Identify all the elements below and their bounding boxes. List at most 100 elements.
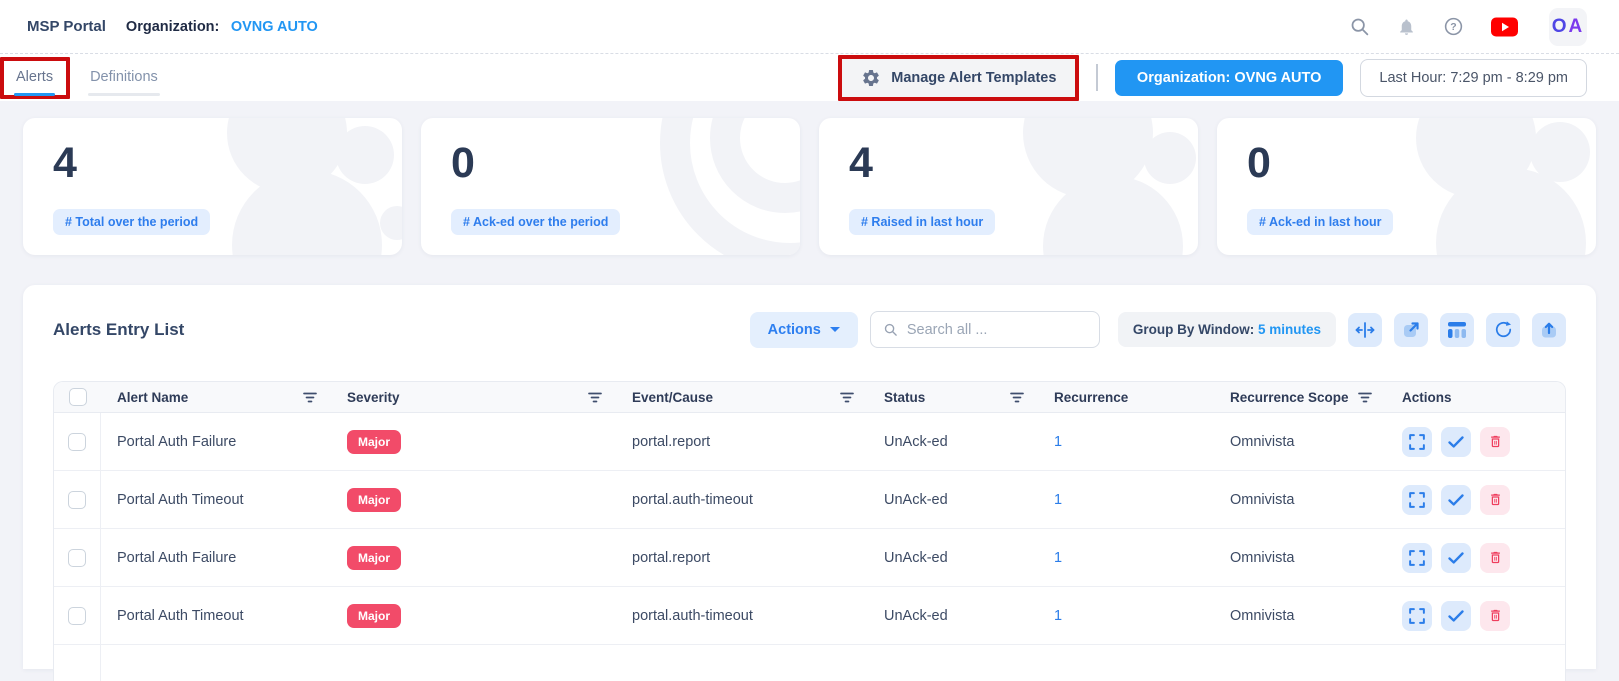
tab-definitions-underline [88, 92, 160, 96]
delete-alert-button[interactable] [1480, 542, 1510, 573]
column-header-status: Status [868, 382, 1038, 412]
tab-bar: Alerts Definitions Manage Alert Template… [0, 53, 1619, 101]
cell-recurrence-scope: Omnivista [1230, 433, 1295, 450]
manage-alert-templates-button[interactable]: Manage Alert Templates [842, 58, 1076, 97]
alerts-entry-list-card: Alerts Entry List Actions Group By Windo… [23, 285, 1596, 681]
cell-recurrence-scope: Omnivista [1230, 607, 1295, 624]
row-checkbox[interactable] [68, 548, 86, 567]
recurrence-link[interactable]: 1 [1054, 433, 1063, 450]
expand-icon [1409, 433, 1425, 450]
table-body: Portal Auth Failure Major portal.report … [54, 413, 1565, 645]
delete-alert-button[interactable] [1480, 426, 1510, 457]
acknowledge-alert-button[interactable] [1441, 542, 1471, 573]
check-icon [1448, 493, 1464, 506]
table-columns-button[interactable] [1440, 312, 1474, 347]
cell-alert-name: Portal Auth Failure [117, 549, 237, 566]
cell-recurrence-scope: Omnivista [1230, 491, 1295, 508]
cell-status: UnAck-ed [884, 433, 948, 450]
help-icon[interactable]: ? [1443, 16, 1464, 37]
acknowledge-alert-button[interactable] [1441, 426, 1471, 457]
stat-label-badge: # Raised in last hour [849, 209, 996, 235]
refresh-icon [1495, 321, 1511, 338]
cell-alert-name: Portal Auth Failure [117, 433, 237, 450]
delete-alert-button[interactable] [1480, 600, 1510, 631]
user-avatar[interactable]: O A [1549, 7, 1587, 46]
resize-columns-button[interactable] [1348, 312, 1382, 347]
cell-actions [1386, 600, 1565, 631]
severity-badge: Major [347, 487, 402, 512]
cell-event-cause: portal.auth-timeout [632, 491, 753, 508]
recurrence-link[interactable]: 1 [1054, 491, 1063, 508]
avatar-letter-a: A [1568, 15, 1585, 37]
expand-alert-button[interactable] [1402, 426, 1432, 457]
time-range-selector[interactable]: Last Hour: 7:29 pm - 8:29 pm [1360, 58, 1587, 97]
acknowledge-alert-button[interactable] [1441, 484, 1471, 515]
cell-alert-name: Portal Auth Timeout [117, 607, 244, 624]
tab-definitions-label: Definitions [90, 68, 158, 85]
open-external-icon [1404, 321, 1419, 337]
severity-badge: Major [347, 603, 402, 628]
table-row: Portal Auth Failure Major portal.report … [54, 413, 1565, 471]
expand-icon [1409, 607, 1425, 624]
decor-circles [1376, 118, 1596, 255]
expand-alert-button[interactable] [1402, 600, 1432, 631]
manage-alert-templates-label: Manage Alert Templates [891, 69, 1057, 86]
organization-button[interactable]: Organization: OVNG AUTO [1114, 59, 1344, 96]
group-by-value: 5 minutes [1257, 322, 1321, 337]
stat-label-badge: # Ack-ed in last hour [1247, 209, 1394, 235]
open-external-button[interactable] [1394, 312, 1428, 347]
filter-icon[interactable] [1010, 392, 1024, 403]
severity-badge: Major [347, 429, 402, 454]
check-icon [1448, 609, 1464, 622]
organization-context: Organization: OVNG AUTO [126, 18, 318, 36]
cell-alert-name: Portal Auth Timeout [117, 491, 244, 508]
table-row: Portal Auth Failure Major portal.report … [54, 529, 1565, 587]
filter-icon[interactable] [1358, 392, 1372, 403]
stat-value: 4 [53, 139, 77, 187]
expand-alert-button[interactable] [1402, 484, 1432, 515]
table-row: Portal Auth Timeout Major portal.auth-ti… [54, 471, 1565, 529]
search-box [869, 311, 1100, 348]
column-header-recurrence: Recurrence [1054, 389, 1129, 405]
annotation-box-manage-templates: Manage Alert Templates [838, 54, 1080, 101]
search-icon[interactable] [1349, 16, 1370, 37]
table-partial-row [54, 645, 1565, 681]
group-by-window-selector[interactable]: Group By Window: 5 minutes [1117, 312, 1336, 347]
stat-card-total-period: 4 # Total over the period [23, 118, 402, 255]
row-checkbox[interactable] [68, 432, 86, 451]
tab-alerts[interactable]: Alerts [14, 57, 56, 99]
column-header-actions: Actions [1402, 389, 1452, 405]
delete-alert-button[interactable] [1480, 484, 1510, 515]
stat-value: 0 [451, 139, 475, 187]
stat-label-badge: # Ack-ed over the period [451, 209, 621, 235]
row-checkbox[interactable] [68, 490, 86, 509]
column-header-severity: Severity [331, 382, 616, 412]
row-checkbox[interactable] [68, 606, 86, 625]
cell-severity: Major [331, 487, 616, 512]
table-header-row: Alert Name Severity Event/Cause Status R… [54, 382, 1565, 413]
recurrence-link[interactable]: 1 [1054, 549, 1063, 566]
expand-alert-button[interactable] [1402, 542, 1432, 573]
organization-value[interactable]: OVNG AUTO [230, 18, 318, 35]
toolbar-divider [1096, 64, 1098, 91]
select-all-checkbox[interactable] [68, 388, 87, 406]
cell-recurrence: 1 [1038, 550, 1214, 566]
decor-circles [182, 118, 402, 255]
filter-icon[interactable] [303, 392, 317, 403]
bell-icon[interactable] [1397, 17, 1416, 37]
tab-definitions[interactable]: Definitions [88, 57, 160, 99]
recurrence-link[interactable]: 1 [1054, 607, 1063, 624]
stats-row: 4 # Total over the period 0 # Ack-ed ove… [23, 118, 1596, 255]
search-input[interactable] [906, 321, 1087, 338]
cell-severity: Major [331, 603, 616, 628]
tab-alerts-underline [14, 92, 56, 96]
youtube-icon[interactable] [1491, 17, 1518, 37]
filter-icon[interactable] [840, 392, 854, 403]
acknowledge-alert-button[interactable] [1441, 600, 1471, 631]
actions-dropdown-button[interactable]: Actions [749, 311, 858, 348]
cell-status: UnAck-ed [884, 549, 948, 566]
export-button[interactable] [1532, 312, 1566, 347]
refresh-button[interactable] [1486, 312, 1520, 347]
cell-event-cause: portal.report [632, 433, 711, 450]
filter-icon[interactable] [588, 392, 602, 403]
